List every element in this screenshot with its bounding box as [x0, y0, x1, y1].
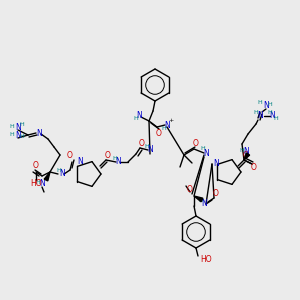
Text: H: H: [20, 122, 24, 128]
Text: +: +: [168, 118, 174, 124]
Text: H: H: [268, 101, 272, 106]
Text: O: O: [105, 152, 111, 160]
Text: O: O: [67, 152, 73, 160]
Text: N: N: [213, 160, 219, 169]
Text: H: H: [9, 133, 14, 137]
Text: H: H: [134, 116, 138, 121]
Text: O: O: [213, 190, 219, 199]
Polygon shape: [44, 172, 50, 181]
Text: O: O: [187, 185, 193, 194]
Text: H: H: [254, 110, 258, 115]
Text: O: O: [33, 161, 39, 170]
Text: N: N: [15, 130, 21, 140]
Text: N: N: [201, 200, 207, 208]
Text: H: H: [112, 155, 117, 160]
Text: N: N: [269, 112, 275, 121]
Text: H: H: [162, 127, 167, 131]
Text: O: O: [243, 152, 249, 160]
Text: H: H: [268, 110, 272, 115]
Text: H: H: [257, 100, 262, 106]
Text: N: N: [147, 146, 153, 154]
Text: H: H: [201, 146, 206, 152]
Text: HO: HO: [30, 179, 42, 188]
Text: H: H: [20, 134, 24, 140]
Polygon shape: [244, 153, 250, 160]
Text: N: N: [257, 112, 263, 121]
Text: N: N: [136, 110, 142, 119]
Text: N: N: [77, 158, 83, 166]
Text: O: O: [193, 139, 199, 148]
Text: O: O: [139, 140, 145, 148]
Text: N: N: [164, 121, 170, 130]
Text: H: H: [36, 179, 40, 184]
Text: H: H: [57, 169, 62, 173]
Text: N: N: [243, 148, 249, 157]
Text: N: N: [39, 179, 45, 188]
Text: H: H: [9, 124, 14, 130]
Text: H: H: [274, 116, 278, 121]
Text: N: N: [115, 158, 121, 166]
Text: H: H: [199, 199, 203, 203]
Text: O: O: [156, 128, 162, 137]
Text: N: N: [15, 122, 21, 131]
Text: N: N: [36, 130, 42, 139]
Text: H: H: [240, 148, 244, 152]
Text: HO: HO: [200, 256, 212, 265]
Text: N: N: [203, 148, 209, 158]
Text: N: N: [59, 169, 65, 178]
Text: N: N: [263, 101, 269, 110]
Text: H: H: [145, 143, 149, 148]
Polygon shape: [194, 196, 203, 202]
Text: O: O: [251, 164, 257, 172]
